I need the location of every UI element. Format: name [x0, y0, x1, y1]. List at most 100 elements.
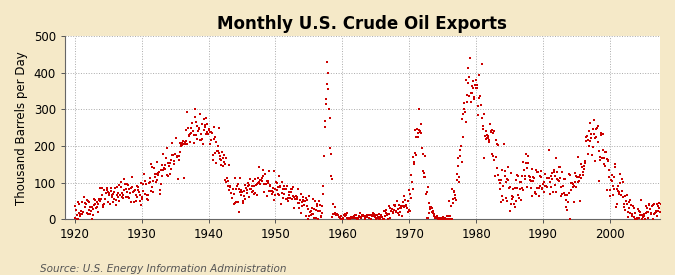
Point	[110, 197, 121, 202]
Point	[111, 185, 122, 189]
Point	[639, 211, 649, 216]
Point	[80, 202, 91, 207]
Point	[576, 162, 587, 167]
Point	[551, 170, 562, 174]
Point	[620, 208, 631, 213]
Point	[165, 160, 176, 165]
Point	[206, 138, 217, 143]
Point	[135, 193, 146, 197]
Point	[393, 211, 404, 215]
Point	[236, 193, 246, 197]
Point	[567, 185, 578, 189]
Point	[508, 201, 519, 206]
Point	[479, 156, 489, 160]
Point	[547, 177, 558, 181]
Point	[394, 213, 404, 217]
Point	[323, 70, 333, 75]
Point	[155, 192, 165, 196]
Point	[349, 216, 360, 220]
Point	[514, 196, 524, 200]
Point	[652, 202, 663, 206]
Point	[524, 175, 535, 179]
Point	[199, 125, 210, 130]
Point	[101, 191, 111, 196]
Point	[296, 210, 306, 215]
Point	[358, 213, 369, 218]
Point	[541, 176, 552, 180]
Point	[441, 214, 452, 219]
Point	[437, 217, 448, 222]
Point	[452, 156, 463, 160]
Point	[173, 154, 184, 158]
Point	[99, 197, 110, 201]
Point	[148, 178, 159, 183]
Point	[387, 207, 398, 211]
Point	[506, 193, 517, 198]
Point	[319, 125, 330, 129]
Point	[178, 176, 189, 180]
Point	[237, 201, 248, 205]
Point	[548, 169, 559, 174]
Point	[627, 204, 638, 208]
Point	[562, 192, 573, 197]
Point	[636, 198, 647, 202]
Point	[504, 185, 515, 189]
Point	[592, 140, 603, 144]
Point	[628, 215, 639, 219]
Point	[467, 84, 478, 88]
Point	[244, 182, 254, 187]
Point	[526, 179, 537, 183]
Point	[388, 203, 399, 208]
Point	[435, 216, 446, 220]
Point	[308, 207, 319, 211]
Point	[294, 206, 305, 211]
Point	[419, 175, 430, 180]
Point	[144, 181, 155, 185]
Point	[151, 160, 162, 164]
Point	[614, 172, 625, 176]
Point	[314, 209, 325, 213]
Point	[505, 209, 516, 213]
Point	[448, 197, 458, 201]
Point	[205, 142, 216, 146]
Point	[390, 209, 401, 214]
Point	[350, 213, 361, 217]
Point	[641, 204, 651, 208]
Point	[555, 165, 566, 169]
Point	[654, 201, 665, 205]
Point	[547, 189, 558, 194]
Point	[80, 204, 91, 209]
Point	[88, 197, 99, 202]
Point	[456, 160, 467, 164]
Point	[639, 214, 650, 219]
Point	[93, 197, 104, 201]
Point	[248, 192, 259, 196]
Point	[588, 144, 599, 149]
Point	[293, 200, 304, 205]
Point	[90, 202, 101, 206]
Point	[280, 186, 291, 191]
Point	[585, 139, 595, 143]
Point	[623, 214, 634, 219]
Point	[392, 199, 402, 204]
Point	[136, 195, 147, 199]
Point	[379, 217, 389, 221]
Point	[264, 169, 275, 173]
Point	[287, 186, 298, 191]
Point	[134, 199, 145, 203]
Point	[605, 178, 616, 182]
Point	[375, 213, 386, 218]
Point	[448, 200, 458, 205]
Point	[368, 211, 379, 215]
Point	[326, 174, 337, 178]
Point	[167, 153, 178, 157]
Point	[274, 192, 285, 197]
Point	[158, 168, 169, 172]
Point	[196, 138, 207, 142]
Point	[377, 215, 387, 220]
Point	[170, 152, 181, 156]
Point	[306, 211, 317, 216]
Point	[182, 142, 192, 146]
Point	[648, 203, 659, 208]
Point	[482, 136, 493, 140]
